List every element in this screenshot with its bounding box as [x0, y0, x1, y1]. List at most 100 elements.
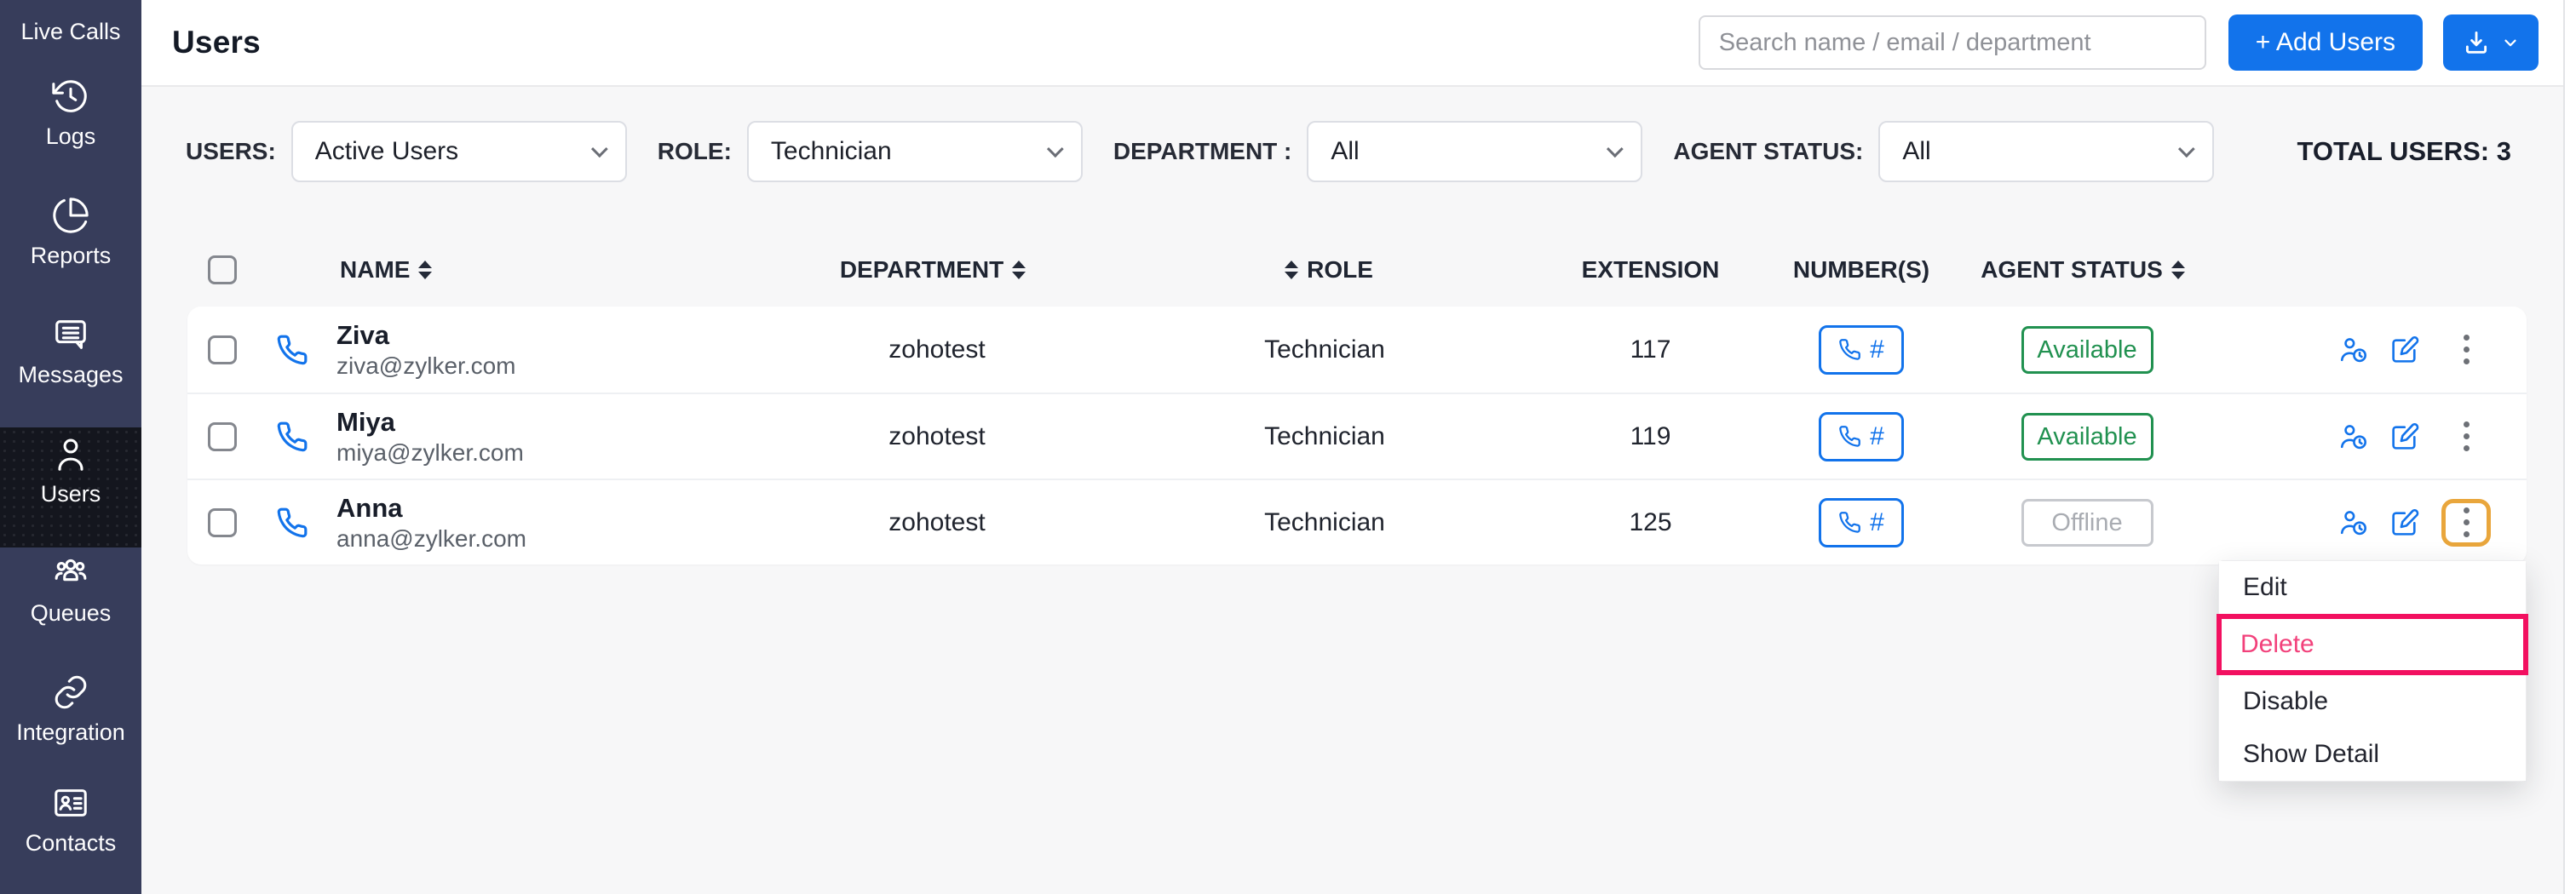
- edit-icon[interactable]: [2389, 334, 2421, 365]
- column-header-extension: EXTENSION: [1581, 256, 1720, 283]
- phone-icon: [1838, 425, 1861, 448]
- role-cell: Technician: [1264, 421, 1385, 450]
- chevron-down-icon: [1046, 140, 1064, 158]
- phone-icon: [256, 507, 328, 539]
- sidebar-item-contacts[interactable]: Contacts: [0, 783, 141, 857]
- page-header: Users + Add Users: [141, 0, 2576, 87]
- more-options-icon[interactable]: [2441, 326, 2491, 374]
- user-email: anna@zylker.com: [336, 524, 526, 552]
- agent-status-icon[interactable]: [2337, 507, 2369, 538]
- row-checkbox[interactable]: [208, 421, 237, 451]
- sidebar-item-label: Contacts: [25, 830, 117, 856]
- column-header-role[interactable]: ROLE: [1120, 256, 1529, 284]
- sidebar-item-label: Messages: [18, 362, 124, 387]
- chat-icon: [51, 320, 90, 358]
- phone-icon: [256, 421, 328, 453]
- context-menu-item-delete[interactable]: Delete: [2217, 614, 2528, 675]
- row-checkbox[interactable]: [208, 507, 237, 537]
- sidebar-item-live-calls[interactable]: Live Calls: [0, 15, 141, 45]
- user-name-cell: Ziva ziva@zylker.com: [328, 319, 754, 381]
- department-filter-select[interactable]: All: [1307, 121, 1643, 182]
- page-title: Users: [172, 25, 261, 60]
- total-users-label: TOTAL USERS:: [2297, 136, 2490, 166]
- sidebar-item-label: Integration: [16, 719, 125, 745]
- download-button[interactable]: [2443, 14, 2539, 71]
- context-menu-item-edit[interactable]: Edit: [2219, 561, 2526, 614]
- contact-card-icon: [51, 789, 90, 826]
- sidebar: Live Calls Logs Reports Messages Users Q…: [0, 0, 141, 894]
- context-menu-item-show-detail[interactable]: Show Detail: [2219, 728, 2526, 781]
- user-name: Miya: [336, 406, 395, 437]
- history-icon: [51, 80, 90, 119]
- context-menu-item-disable[interactable]: Disable: [2219, 675, 2526, 728]
- scrollbar-gutter: [2563, 0, 2576, 894]
- role-filter-label: ROLE:: [657, 138, 732, 164]
- chevron-down-icon: [590, 140, 608, 158]
- table-header-row: NAME DEPARTMENT ROLE EXTENSION NUMBER(S)…: [187, 245, 2527, 295]
- edit-icon[interactable]: [2389, 507, 2421, 538]
- row-checkbox[interactable]: [208, 335, 237, 364]
- extension-cell: 125: [1629, 507, 1672, 536]
- edit-icon[interactable]: [2389, 421, 2421, 452]
- numbers-button[interactable]: #: [1819, 324, 1904, 375]
- user-icon: [51, 438, 90, 477]
- column-header-department[interactable]: DEPARTMENT: [754, 256, 1120, 284]
- row-actions: [2223, 413, 2527, 461]
- main-content: Users + Add Users USERS: Active Users RO…: [141, 0, 2576, 894]
- user-name: Anna: [336, 492, 403, 523]
- row-actions: [2223, 498, 2527, 547]
- role-cell: Technician: [1264, 335, 1385, 364]
- department-cell: zohotest: [888, 421, 986, 450]
- sidebar-item-label: Live Calls: [20, 19, 121, 44]
- phone-icon: [256, 334, 328, 366]
- agent-status-filter-select[interactable]: All: [1878, 121, 2215, 182]
- user-name: Ziva: [336, 319, 390, 350]
- agent-status-icon[interactable]: [2337, 421, 2369, 452]
- sidebar-item-label: Reports: [30, 243, 112, 268]
- hash-label: #: [1870, 335, 1884, 364]
- select-all-checkbox[interactable]: [208, 255, 237, 284]
- status-badge: Available: [2021, 412, 2153, 461]
- sidebar-item-messages[interactable]: Messages: [0, 315, 141, 388]
- add-users-button[interactable]: + Add Users: [2228, 14, 2423, 71]
- users-filter-select[interactable]: Active Users: [290, 121, 627, 182]
- download-icon: [2462, 28, 2491, 57]
- sidebar-item-reports[interactable]: Reports: [0, 196, 141, 269]
- sidebar-active-highlight: [0, 427, 141, 547]
- more-options-icon[interactable]: [2441, 498, 2491, 547]
- hash-label: #: [1870, 507, 1884, 536]
- extension-cell: 119: [1630, 421, 1671, 450]
- search-input[interactable]: [1698, 15, 2206, 70]
- chevron-down-icon: [1607, 140, 1624, 158]
- table-row: Miya miya@zylker.com zohotest Technician…: [187, 393, 2527, 479]
- sort-icon[interactable]: [1012, 261, 1026, 279]
- column-header-agent-status[interactable]: AGENT STATUS: [1951, 256, 2223, 284]
- sort-icon[interactable]: [1285, 261, 1299, 279]
- phone-icon: [1838, 338, 1861, 361]
- sidebar-item-users[interactable]: Users: [0, 434, 141, 507]
- sidebar-item-logs[interactable]: Logs: [0, 77, 141, 150]
- row-context-menu: Edit Delete Disable Show Detail: [2217, 560, 2528, 782]
- sidebar-item-label: Users: [40, 481, 101, 507]
- numbers-button[interactable]: #: [1819, 411, 1904, 461]
- department-cell: zohotest: [888, 507, 986, 536]
- role-filter-select[interactable]: Technician: [746, 121, 1083, 182]
- table-body-card: Ziva ziva@zylker.com zohotest Technician…: [187, 307, 2527, 564]
- column-header-name[interactable]: NAME: [328, 256, 754, 284]
- sidebar-item-queues[interactable]: Queues: [0, 553, 141, 627]
- agent-status-icon[interactable]: [2337, 334, 2369, 365]
- sort-icon[interactable]: [2171, 261, 2185, 279]
- hash-label: #: [1870, 421, 1884, 450]
- agent-status-filter-label: AGENT STATUS:: [1673, 138, 1864, 164]
- more-options-icon[interactable]: [2441, 413, 2491, 461]
- sidebar-item-label: Queues: [30, 600, 112, 626]
- sort-icon[interactable]: [418, 261, 433, 279]
- numbers-button[interactable]: #: [1819, 497, 1904, 547]
- sidebar-item-integration[interactable]: Integration: [0, 673, 141, 746]
- users-filter-value: Active Users: [314, 137, 459, 165]
- chevron-down-icon: [2178, 140, 2196, 158]
- users-table: NAME DEPARTMENT ROLE EXTENSION NUMBER(S)…: [187, 245, 2527, 564]
- total-users-count: TOTAL USERS: 3: [2297, 136, 2511, 167]
- department-filter-value: All: [1331, 137, 1360, 165]
- table-row: Ziva ziva@zylker.com zohotest Technician…: [187, 307, 2527, 393]
